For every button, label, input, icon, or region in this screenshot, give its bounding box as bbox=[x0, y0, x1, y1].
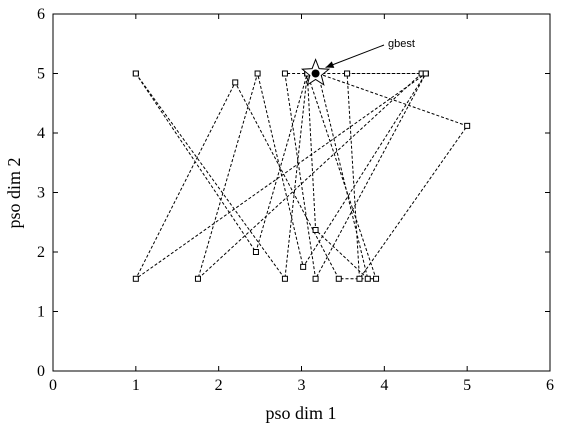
gbest-annotation: gbest bbox=[300, 38, 415, 86]
particle-marker bbox=[344, 70, 351, 77]
x-tick-label: 6 bbox=[546, 377, 554, 394]
y-tick-label: 2 bbox=[37, 244, 45, 261]
y-tick-label: 1 bbox=[37, 304, 45, 321]
y-tick-label: 4 bbox=[37, 125, 45, 142]
x-tick-label: 0 bbox=[49, 377, 57, 394]
x-tick-label: 2 bbox=[215, 377, 223, 394]
gbest-arrow bbox=[325, 44, 385, 68]
particle-marker bbox=[252, 249, 259, 255]
particle-marker bbox=[281, 275, 288, 282]
y-tick-label: 0 bbox=[37, 363, 45, 380]
particle-marker bbox=[464, 122, 471, 129]
particle-path-line bbox=[135, 71, 468, 281]
particle-marker bbox=[300, 263, 307, 270]
particle-marker bbox=[194, 275, 201, 282]
y-tick-label: 3 bbox=[37, 185, 45, 202]
particle-marker bbox=[422, 70, 429, 77]
particle-marker bbox=[312, 226, 319, 233]
x-tick-label: 3 bbox=[298, 377, 306, 394]
particle-marker bbox=[232, 79, 239, 86]
particle-marker bbox=[132, 275, 139, 282]
particle-path-line bbox=[135, 71, 427, 281]
particle-marker bbox=[364, 275, 371, 282]
particle-marker bbox=[132, 70, 139, 77]
particle-markers bbox=[132, 70, 471, 282]
axis-ticks: 0 1 2 3 4 5 6 0 1 2 3 4 5 6 bbox=[37, 6, 554, 394]
x-tick-label: 1 bbox=[132, 377, 140, 394]
gbest-dot bbox=[311, 69, 320, 78]
x-tick-label: 5 bbox=[463, 377, 471, 394]
y-axis-label: pso dim 2 bbox=[4, 157, 24, 228]
x-tick-label: 4 bbox=[380, 377, 388, 394]
gbest-label: gbest bbox=[388, 38, 415, 50]
particle-marker bbox=[373, 275, 380, 282]
x-axis-label: pso dim 1 bbox=[265, 403, 336, 423]
particle-marker bbox=[254, 70, 261, 77]
gbest-arrowhead bbox=[325, 61, 335, 68]
particle-marker bbox=[281, 70, 288, 77]
particle-marker bbox=[312, 275, 319, 282]
plot-area-frame bbox=[52, 13, 551, 372]
particle-marker bbox=[356, 275, 363, 282]
y-tick-label: 6 bbox=[37, 6, 45, 23]
y-tick-label: 5 bbox=[37, 66, 45, 83]
particle-paths bbox=[135, 71, 468, 281]
particle-marker bbox=[335, 275, 342, 282]
